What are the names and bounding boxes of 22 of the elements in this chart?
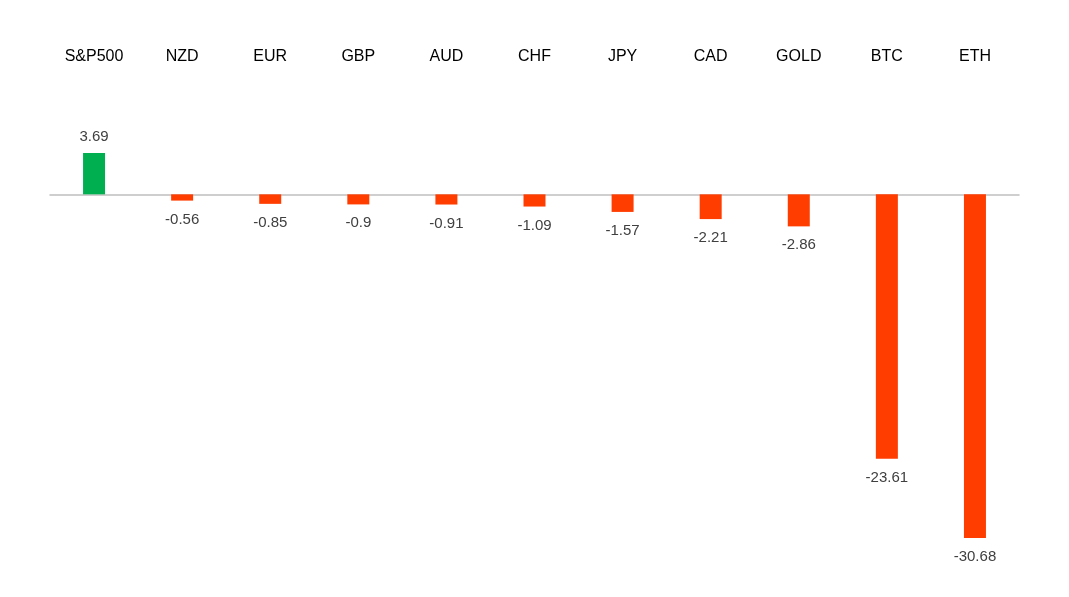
x-tick-label: GOLD	[776, 46, 822, 64]
data-label: -0.9	[345, 213, 372, 231]
x-tick-label: S&P500	[64, 46, 124, 64]
x-tick-label: GBP	[341, 46, 376, 64]
data-label: -30.68	[953, 547, 997, 564]
x-tick-label: AUD	[429, 46, 464, 64]
data-label: -0.56	[165, 209, 200, 227]
data-label: 3.69	[79, 127, 109, 144]
data-label: -0.85	[253, 212, 288, 230]
x-tick-label: CAD	[693, 46, 728, 64]
x-tick-label: EUR	[253, 46, 288, 64]
data-label: -23.61	[865, 467, 909, 485]
x-tick-label: JPY	[607, 46, 638, 64]
data-label: -2.86	[781, 235, 816, 253]
data-label: -2.21	[693, 228, 728, 246]
x-tick-label: BTC	[870, 46, 903, 64]
data-label: -1.09	[517, 215, 552, 233]
x-tick-label: NZD	[165, 46, 199, 64]
data-label: -1.57	[605, 220, 640, 238]
x-tick-label: ETH	[958, 46, 991, 64]
x-tick-label: CHF	[518, 46, 552, 64]
data-label: -0.91	[429, 213, 464, 231]
